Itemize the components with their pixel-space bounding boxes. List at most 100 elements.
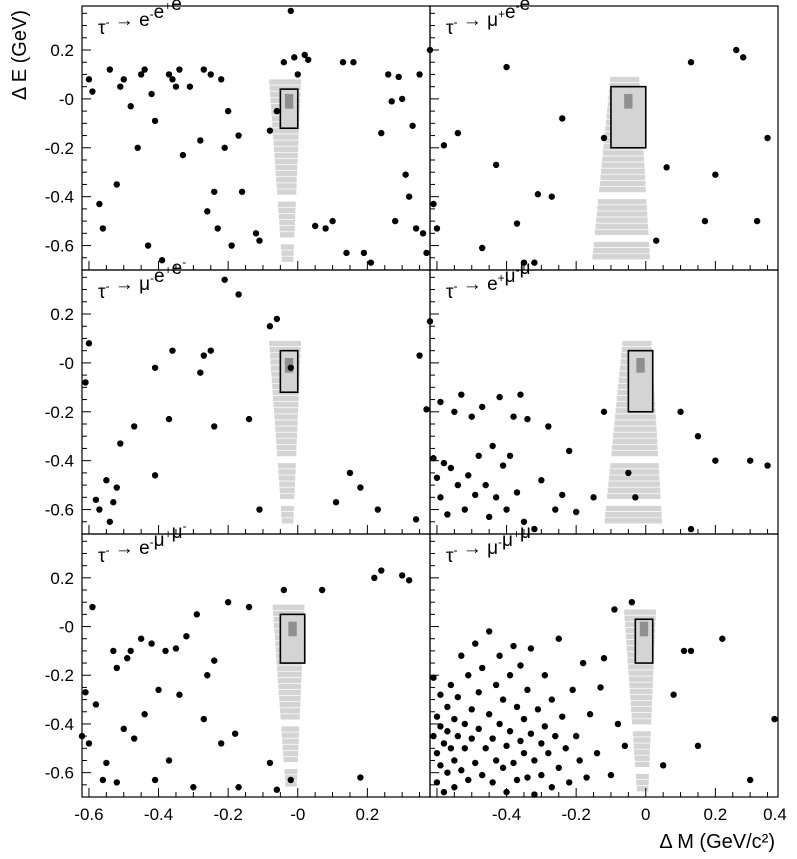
y-tick-label: 0.2: [50, 41, 74, 60]
signal-cell: [274, 158, 298, 165]
signal-cell: [281, 250, 294, 256]
data-point: [659, 762, 667, 769]
data-point: [451, 757, 458, 764]
data-point: [513, 489, 521, 496]
data-point: [235, 132, 242, 139]
signal-cell: [284, 768, 298, 775]
data-point: [628, 598, 636, 606]
data-point: [600, 408, 608, 415]
data-point: [562, 745, 569, 752]
signal-shading: [269, 340, 301, 524]
signal-box-fill: [635, 619, 653, 664]
data-point: [252, 230, 260, 237]
signal-cell: [273, 402, 299, 408]
data-point: [151, 364, 159, 371]
signal-cell: [275, 164, 298, 171]
signal-cell: [633, 743, 651, 749]
data-point: [524, 415, 531, 423]
data-point: [106, 66, 114, 73]
signal-cell: [274, 146, 299, 152]
signal-cell: [279, 226, 295, 232]
data-point: [492, 494, 500, 501]
data-point: [151, 117, 159, 125]
y-ticks: [82, 540, 91, 798]
data-point: [437, 762, 444, 769]
data-point: [475, 452, 482, 459]
signal-cell: [624, 615, 656, 621]
y-tick-label: -0.2: [45, 139, 74, 158]
data-point: [485, 513, 493, 521]
data-point: [461, 745, 468, 752]
data-point: [127, 647, 134, 655]
data-point: [357, 484, 364, 491]
data-point: [524, 686, 531, 694]
data-point: [113, 484, 121, 491]
signal-cell: [602, 150, 644, 156]
signal-box: [279, 88, 299, 130]
data-point: [444, 769, 451, 776]
data-point: [590, 494, 597, 501]
data-point: [92, 496, 100, 503]
data-point: [266, 127, 274, 134]
data-point: [165, 757, 173, 764]
data-point: [430, 200, 437, 208]
data-point: [733, 46, 740, 54]
y-tick-label: -0.6: [45, 501, 74, 520]
data-point: [687, 525, 695, 533]
signal-cell: [272, 128, 299, 134]
data-point: [541, 723, 549, 730]
data-point: [566, 447, 573, 455]
data-point: [492, 161, 500, 169]
signal-cell: [278, 207, 296, 214]
signal-cell: [269, 85, 301, 91]
data-point: [266, 323, 274, 330]
signal-cell: [278, 689, 301, 696]
signal-cell: [628, 670, 654, 676]
data-point: [224, 107, 232, 115]
data-point: [600, 134, 608, 142]
data-point: [398, 572, 406, 579]
signal-cell: [592, 254, 650, 260]
data-point: [485, 628, 493, 635]
data-point: [625, 469, 632, 477]
panel-frame: [429, 269, 779, 535]
signal-cell: [280, 714, 300, 720]
data-point: [137, 635, 145, 642]
signal-cell: [276, 183, 297, 189]
signal-cell: [598, 199, 647, 205]
data-point: [378, 129, 385, 137]
data-point: [454, 693, 462, 701]
signal-cell: [279, 487, 295, 493]
signal-box: [610, 85, 647, 149]
data-point: [447, 745, 455, 752]
x-tick-label: -0: [290, 805, 305, 824]
data-point: [499, 696, 507, 703]
data-point: [458, 391, 465, 398]
data-point: [475, 725, 482, 733]
data-point: [433, 779, 441, 786]
data-point: [224, 598, 232, 606]
signal-cell: [629, 682, 653, 688]
signal-core: [624, 94, 633, 109]
data-point: [371, 574, 378, 582]
signal-cell: [630, 694, 653, 701]
x-ticks: [88, 525, 421, 534]
signal-box: [627, 349, 654, 413]
signal-cell: [277, 201, 296, 207]
data-points: [430, 46, 771, 266]
signal-cell: [633, 737, 651, 743]
data-point: [430, 455, 437, 462]
data-point: [437, 398, 444, 406]
data-point: [197, 369, 204, 376]
data-point: [96, 200, 103, 208]
data-point: [482, 745, 489, 752]
data-point: [294, 71, 301, 78]
data-point: [545, 749, 552, 757]
signal-cell: [285, 781, 297, 787]
data-point: [291, 54, 298, 61]
data-point: [221, 144, 228, 151]
data-point: [531, 525, 538, 533]
signal-cell: [280, 244, 294, 250]
data-point: [531, 259, 538, 266]
